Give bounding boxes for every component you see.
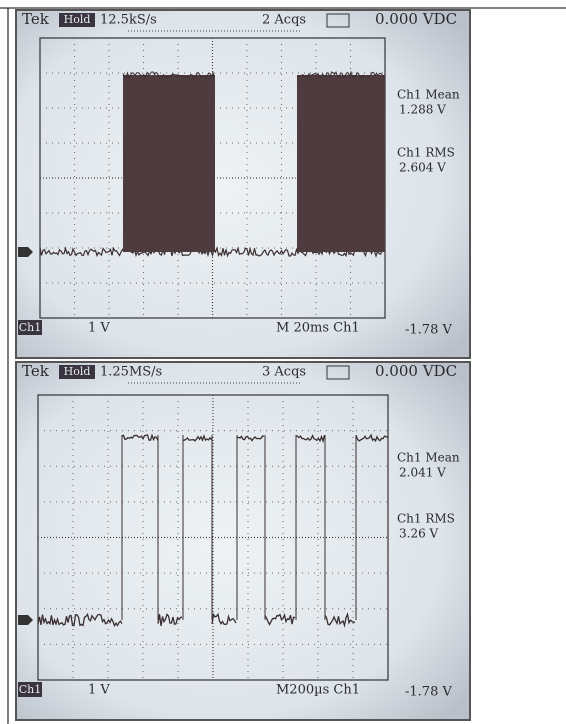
channel-box — [18, 320, 42, 335]
trigger-level: -1.78 V — [405, 685, 452, 700]
sample-rate: 1.25MS/s — [100, 365, 162, 380]
channel: Ch1 — [19, 321, 42, 334]
acquisitions: 3 Acqs — [262, 365, 306, 380]
waveform — [296, 70, 385, 80]
mode-box — [59, 365, 95, 379]
waveform — [37, 612, 123, 628]
mode-box — [59, 13, 95, 27]
waveform — [324, 612, 356, 628]
measurement-label: Ch1 RMS — [397, 146, 455, 160]
vertical-scale: 1 V — [88, 683, 110, 698]
timebase: M200µs Ch1 — [276, 683, 360, 698]
scope-screen: Tek Hold 1.25MS/s 3 Acqs 0.000 VDC Ch1 Mean2.… — [15, 361, 471, 721]
sample-rate: 12.5kS/s — [100, 13, 157, 28]
waveform — [355, 433, 388, 443]
reading: 0.000 VDC — [375, 10, 457, 28]
channel: Ch1 — [19, 683, 42, 696]
brand: Tek — [22, 362, 50, 380]
waveform — [121, 433, 159, 442]
measurement-label: Ch1 Mean — [397, 88, 460, 102]
waveform — [211, 612, 237, 626]
screen-photo — [15, 361, 471, 721]
waveform — [182, 434, 213, 442]
vertical-scale: 1 V — [88, 321, 110, 336]
measurement-value: 3.26 V — [399, 527, 439, 541]
waveform — [264, 613, 296, 626]
burst — [297, 75, 385, 252]
measurement-value: 2.604 V — [399, 161, 446, 175]
waveform — [295, 434, 326, 444]
acq-icon — [326, 365, 350, 380]
waveform — [236, 435, 265, 442]
ground-marker — [18, 615, 33, 625]
burst — [123, 75, 215, 252]
reading: 0.000 VDC — [375, 362, 457, 380]
scope-screen: Tek Hold 12.5kS/s 2 Acqs 0.000 VDC Ch1 Mean1.… — [15, 9, 471, 359]
mode: Hold — [64, 365, 91, 378]
timebase: M 20ms Ch1 — [276, 321, 360, 336]
waveform — [122, 71, 215, 80]
acquisitions: 2 Acqs — [262, 13, 306, 28]
measurement-value: 2.041 V — [399, 466, 446, 480]
waveform-edges — [121, 435, 389, 620]
measurement-value: 1.288 V — [399, 103, 446, 117]
mode: Hold — [64, 13, 91, 26]
channel-box — [18, 682, 42, 697]
acq-icon — [326, 13, 350, 28]
measurement-label: Ch1 RMS — [397, 512, 455, 526]
ground-marker — [18, 247, 33, 257]
waveform — [157, 613, 183, 627]
brand: Tek — [22, 10, 50, 28]
measurement-label: Ch1 Mean — [397, 451, 460, 465]
trigger-level: -1.78 V — [405, 323, 452, 338]
screen-photo — [15, 9, 471, 359]
